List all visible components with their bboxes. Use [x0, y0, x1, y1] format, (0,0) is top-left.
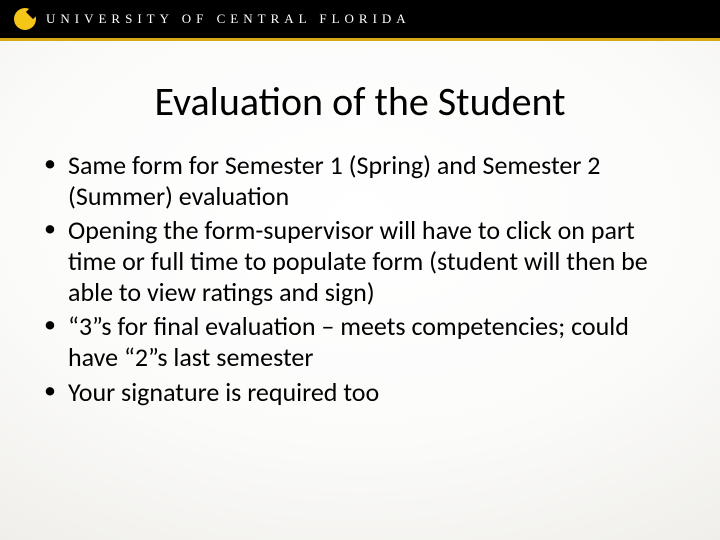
slide-content: Evaluation of the Student Same form for … — [0, 41, 720, 407]
university-name: UNIVERSITY OF CENTRAL FLORIDA — [46, 11, 411, 27]
header-bar: UNIVERSITY OF CENTRAL FLORIDA — [0, 0, 720, 38]
slide: UNIVERSITY OF CENTRAL FLORIDA Evaluation… — [0, 0, 720, 540]
list-item: Opening the form-supervisor will have to… — [64, 215, 680, 307]
bullet-list: Same form for Semester 1 (Spring) and Se… — [40, 150, 680, 407]
list-item: Same form for Semester 1 (Spring) and Se… — [64, 150, 680, 211]
list-item: Your signature is required too — [64, 377, 680, 408]
list-item: “3”s for final evaluation – meets compet… — [64, 311, 680, 372]
slide-title: Evaluation of the Student — [40, 77, 680, 126]
ucf-logo-icon — [14, 8, 36, 30]
